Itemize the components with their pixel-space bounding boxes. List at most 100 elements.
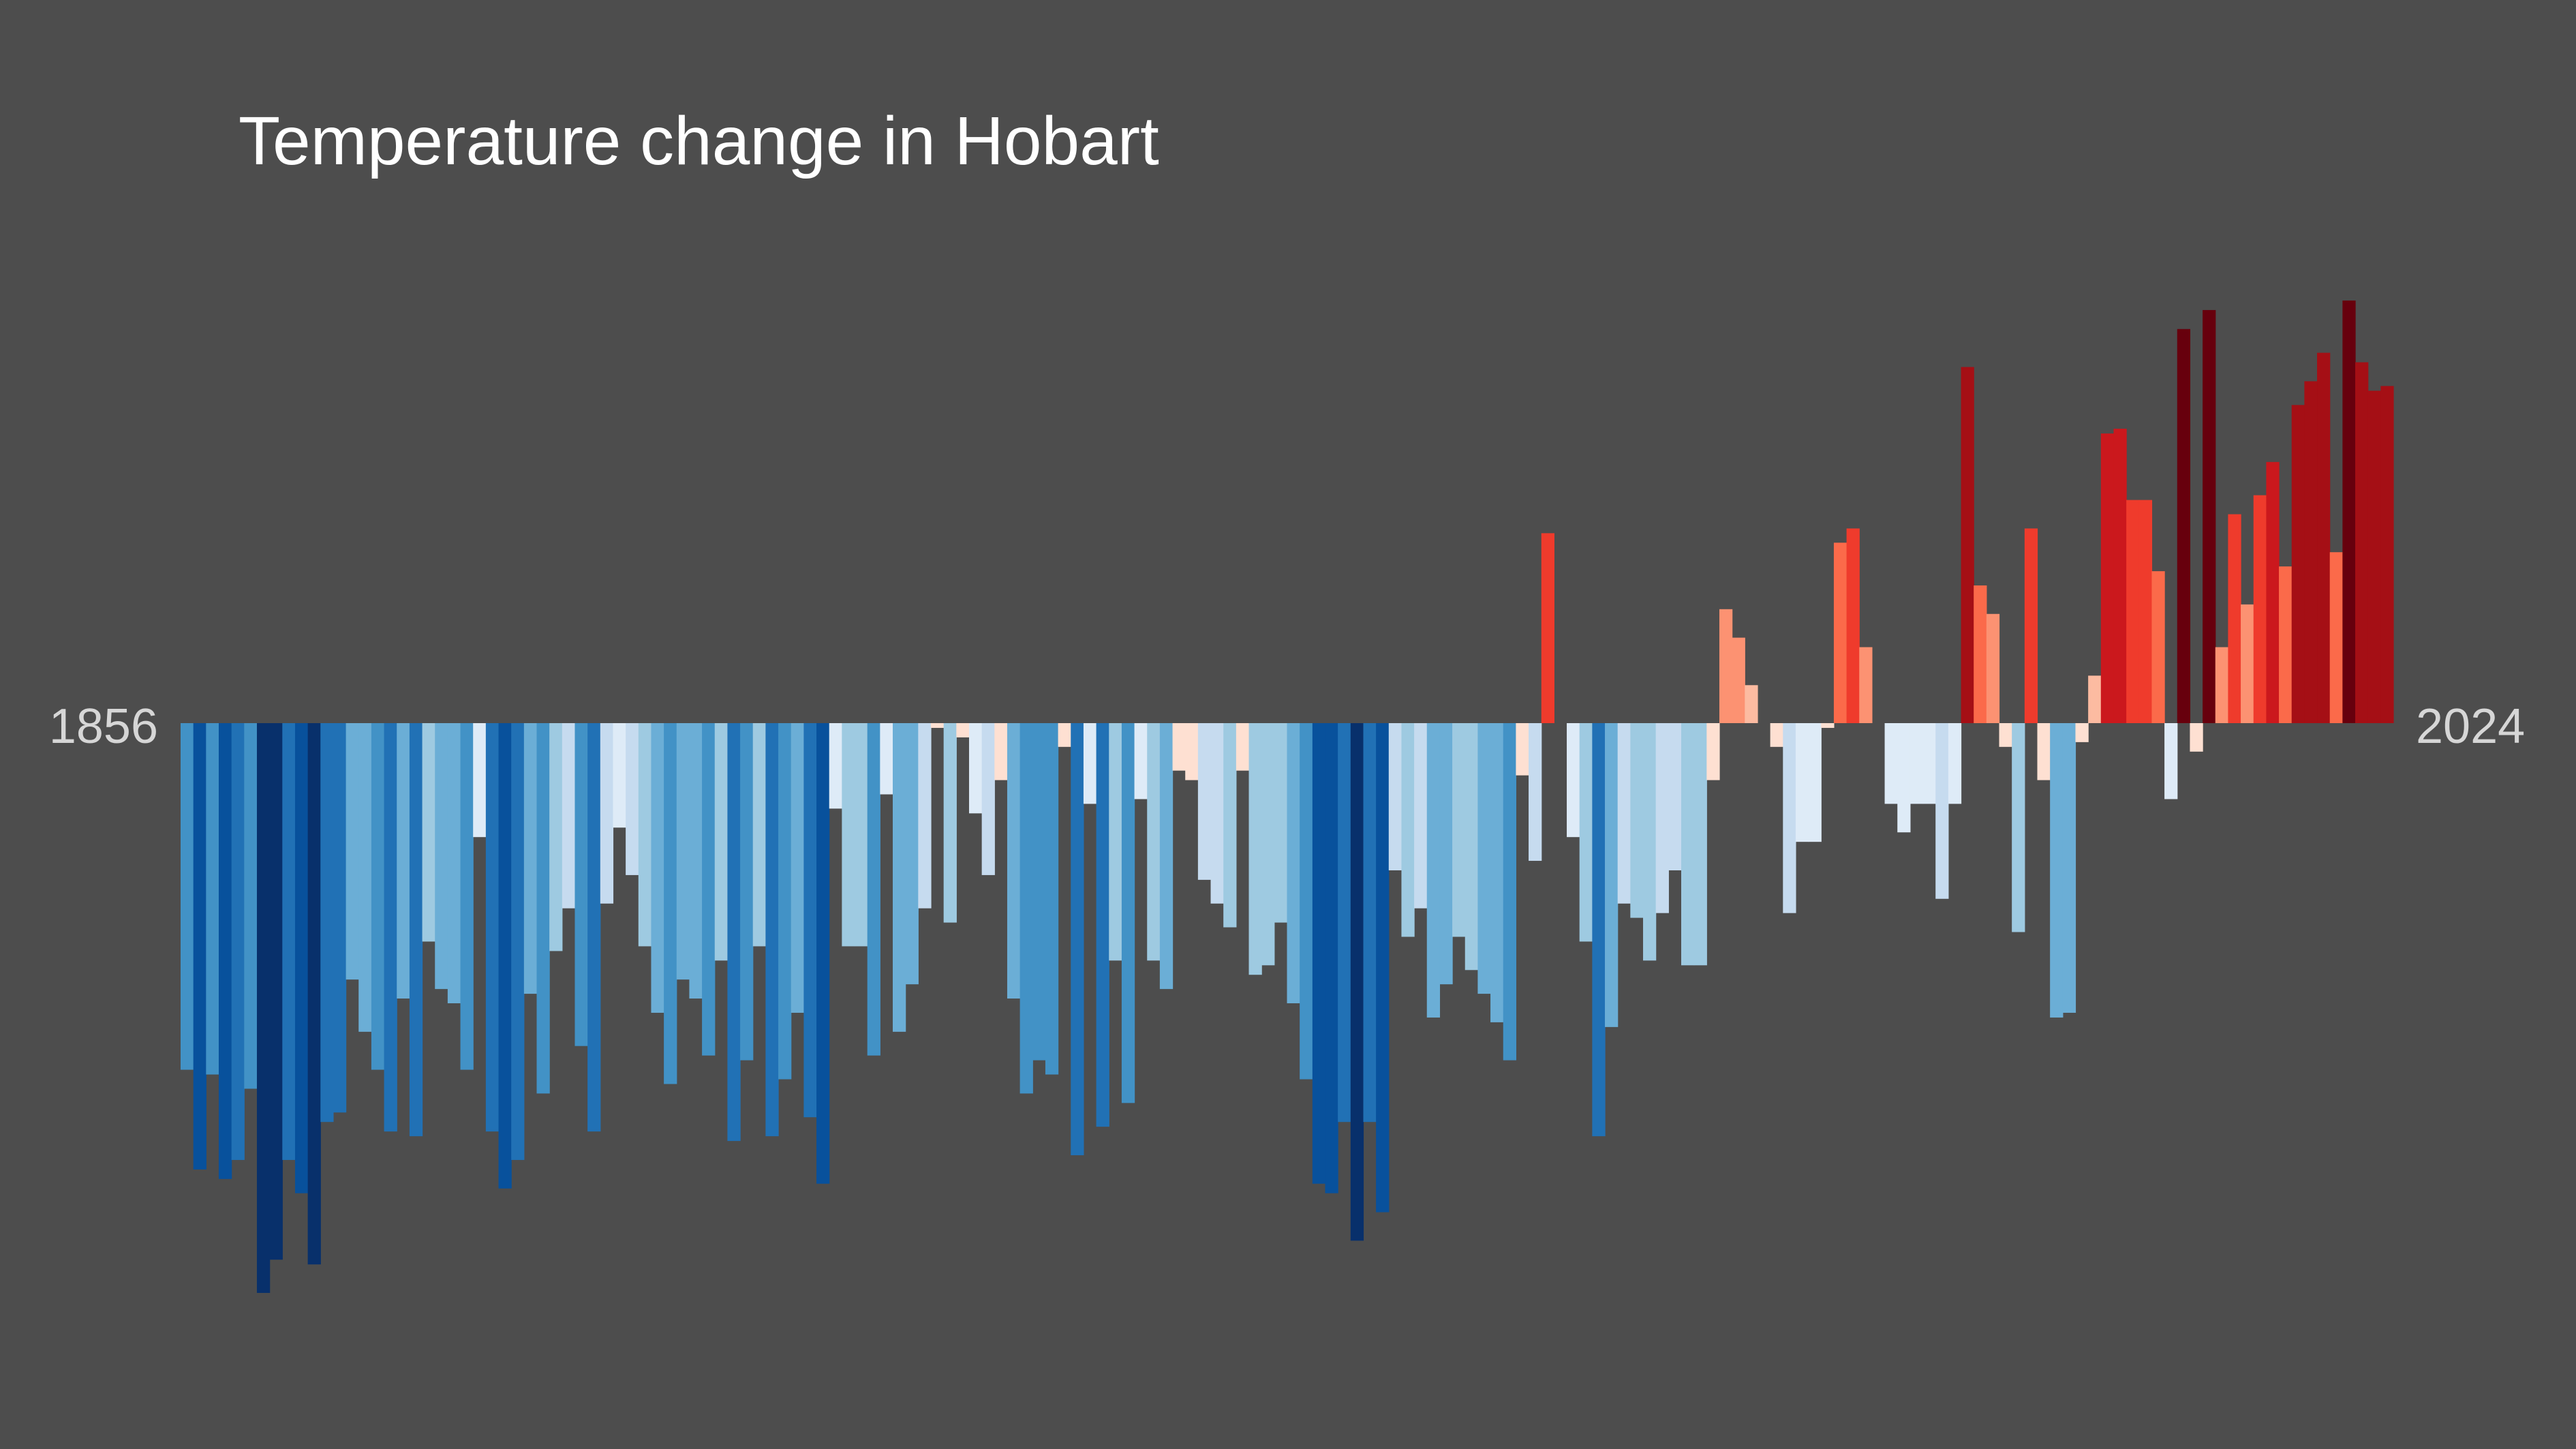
bar-year-1892 (638, 723, 652, 947)
bar-year-1984 (1808, 723, 1822, 842)
bar-year-1985 (1821, 723, 1835, 728)
bar-year-1955 (1439, 723, 1453, 985)
bar-year-1972 (1655, 723, 1669, 913)
bar-year-1863 (269, 723, 283, 1260)
bar-year-1917 (956, 723, 970, 737)
bar-year-1981 (1770, 723, 1783, 747)
bar-year-1978 (1732, 637, 1745, 723)
bar-year-1944 (1300, 723, 1313, 1080)
bar-year-1987 (1846, 528, 1860, 723)
bar-year-1905 (803, 723, 817, 1118)
bar-year-1912 (893, 723, 906, 1032)
bar-year-2016 (2215, 647, 2229, 723)
bar-year-1974 (1681, 723, 1695, 966)
bar-year-1977 (1719, 609, 1733, 723)
bar-year-1950 (1376, 723, 1390, 1212)
bar-year-1953 (1414, 723, 1428, 909)
bar-year-1858 (206, 723, 219, 1075)
bar-year-1899 (727, 723, 741, 1142)
bar-year-1882 (511, 723, 525, 1160)
bar-year-2025 (2329, 552, 2343, 723)
bar-year-1994 (1935, 723, 1949, 899)
bar-year-1948 (1350, 723, 1364, 1241)
bar-year-1909 (855, 723, 868, 947)
bar-year-1913 (905, 723, 919, 985)
bar-year-1871 (371, 723, 385, 1070)
bar-year-1881 (498, 723, 512, 1189)
bar-year-1888 (587, 723, 601, 1132)
bar-year-1862 (256, 723, 271, 1293)
bar-year-1928 (1096, 723, 1109, 1127)
bar-year-2005 (2075, 723, 2089, 742)
bar-year-2020 (2266, 461, 2280, 723)
bar-year-1941 (1261, 723, 1275, 966)
bar-year-2013 (2177, 329, 2191, 723)
bar-year-1983 (1795, 723, 1809, 842)
bar-year-1887 (574, 723, 588, 1046)
bar-year-2027 (2355, 362, 2369, 723)
bar-series (181, 300, 2394, 1293)
bar-year-1961 (1516, 723, 1529, 776)
bar-year-1924 (1045, 723, 1059, 1075)
bar-year-1901 (752, 723, 766, 947)
bar-year-1897 (702, 723, 716, 1056)
bar-year-2003 (2050, 723, 2064, 1018)
bar-year-1920 (994, 723, 1008, 780)
bar-year-1860 (231, 723, 245, 1160)
bar-year-1869 (346, 723, 359, 980)
bar-year-1879 (473, 723, 487, 838)
bar-year-1889 (600, 723, 614, 904)
bar-year-1935 (1185, 723, 1199, 780)
bar-year-1942 (1274, 723, 1288, 923)
bar-year-1906 (816, 723, 830, 1184)
bar-year-1898 (714, 723, 729, 961)
bar-year-1904 (791, 723, 804, 1013)
bar-year-1962 (1529, 723, 1542, 861)
bar-year-2022 (2291, 405, 2305, 723)
bar-year-1856 (181, 723, 194, 1070)
bar-year-1991 (1897, 723, 1911, 833)
bar-year-1946 (1325, 723, 1338, 1193)
bar-year-1998 (1986, 613, 2000, 723)
bar-year-2001 (2024, 528, 2038, 723)
bar-year-1895 (676, 723, 690, 980)
bar-year-1891 (626, 723, 639, 875)
bar-year-1886 (562, 723, 576, 909)
bar-year-1990 (1884, 723, 1898, 804)
bar-year-1908 (842, 723, 855, 947)
bar-year-1857 (193, 723, 206, 1170)
bar-year-1982 (1783, 723, 1796, 913)
bar-year-2018 (2241, 604, 2254, 723)
end-year-label: 2024 (2416, 699, 2525, 754)
bar-year-1970 (1630, 723, 1644, 918)
bar-year-2015 (2203, 309, 2216, 723)
bar-year-2002 (2037, 723, 2051, 780)
bar-year-1894 (664, 723, 677, 1084)
bar-year-1867 (320, 723, 334, 1123)
bar-year-1875 (422, 723, 435, 942)
bar-year-2019 (2253, 495, 2267, 723)
bar-year-1923 (1032, 723, 1046, 1061)
bar-year-1864 (282, 723, 296, 1160)
chart-title: Temperature change in Hobart (239, 103, 1159, 179)
bar-year-1865 (294, 723, 309, 1193)
bar-year-1873 (397, 723, 410, 999)
bar-year-1893 (651, 723, 664, 1013)
bar-year-2024 (2317, 352, 2331, 723)
bar-year-1959 (1490, 723, 1504, 1022)
bar-year-1986 (1833, 543, 1847, 723)
bar-year-1876 (435, 723, 448, 990)
bar-year-1988 (1859, 647, 1873, 723)
bar-year-1938 (1223, 723, 1237, 928)
bar-year-1915 (930, 723, 945, 728)
bar-year-2009 (2126, 500, 2140, 723)
bar-year-2029 (2380, 386, 2394, 723)
bar-year-1952 (1401, 723, 1415, 937)
bar-year-1934 (1172, 723, 1186, 771)
bar-year-1903 (778, 723, 792, 1080)
bar-year-2021 (2279, 566, 2293, 723)
bar-year-1965 (1567, 723, 1580, 838)
bar-year-1931 (1134, 723, 1148, 799)
bar-year-1951 (1388, 723, 1402, 870)
